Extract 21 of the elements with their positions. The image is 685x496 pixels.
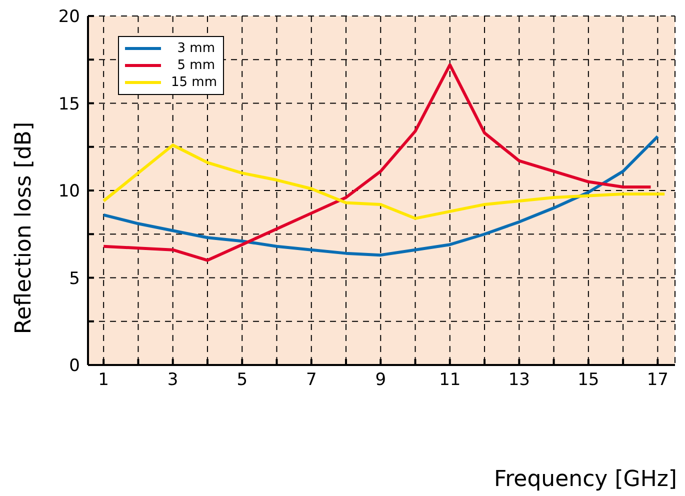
x-tick-label: 7 (306, 370, 317, 390)
x-tick-label: 13 (508, 370, 530, 390)
y-tick-label: 5 (69, 268, 80, 289)
x-tick-label: 1 (98, 370, 109, 390)
y-tick-label: 20 (58, 7, 80, 28)
legend-label: 5 mm (176, 58, 215, 73)
x-axis-title: Frequency [GHz] (494, 467, 677, 492)
y-tick-label: 10 (58, 182, 80, 202)
y-tick-label: 0 (69, 356, 80, 376)
line-series (102, 144, 666, 220)
x-tick-label: 5 (236, 370, 248, 390)
y-tick-label: 15 (58, 94, 80, 114)
x-tick-label: 17 (646, 370, 669, 390)
line-series (102, 134, 660, 257)
legend-label: 3 mm (176, 41, 215, 56)
legend-label: 15 mm (171, 75, 218, 90)
x-tick-label: 9 (375, 370, 386, 390)
y-axis-title: Reflection loss [dB] (12, 122, 36, 334)
x-tick-label: 11 (439, 370, 461, 390)
x-tick-label: 3 (167, 370, 178, 390)
x-tick-label: 15 (578, 370, 600, 390)
